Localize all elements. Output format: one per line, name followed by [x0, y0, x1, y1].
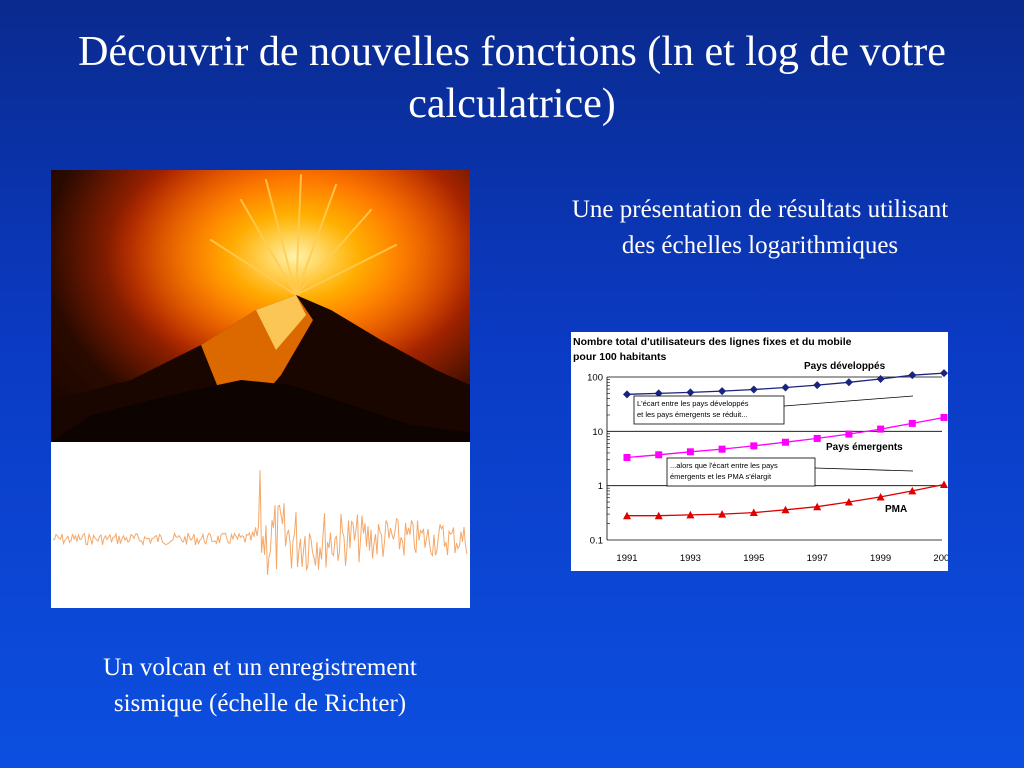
annotation-gap-widens-line1: ...alors que l'écart entre les pays	[670, 461, 778, 470]
volcano-caption: Un volcan et un enregistrement sismique …	[103, 654, 417, 717]
data-point	[940, 413, 948, 421]
log-chart: Nombre total d'utilisateurs des lignes f…	[571, 332, 948, 571]
series-label-developed: Pays développés	[804, 361, 886, 372]
x-tick-label: 1995	[743, 553, 764, 564]
data-point	[813, 502, 822, 511]
data-point	[845, 430, 853, 438]
chart-caption: Une présentation de résultats utilisant …	[571, 196, 949, 259]
data-point	[654, 511, 663, 520]
data-point	[654, 389, 663, 398]
annotation-gap-shrinks-pointer	[783, 395, 914, 407]
data-point	[623, 390, 631, 399]
x-tick-label: 1993	[680, 553, 701, 564]
data-point	[781, 383, 790, 392]
data-point	[940, 369, 948, 378]
data-point	[908, 371, 917, 380]
data-point	[844, 498, 853, 506]
annotation-gap-shrinks-box	[633, 395, 785, 425]
data-point	[749, 385, 758, 394]
x-tick-label: 1997	[807, 553, 828, 564]
annotation-gap-widens-box	[666, 457, 816, 487]
data-point	[750, 442, 758, 450]
data-point	[749, 508, 758, 517]
data-point	[686, 388, 695, 397]
data-point	[844, 378, 853, 387]
data-point	[908, 419, 916, 427]
data-point	[813, 434, 821, 442]
data-point	[655, 451, 663, 459]
x-tick-label: 1991	[616, 553, 637, 564]
data-point	[876, 374, 885, 383]
data-point	[908, 486, 917, 495]
data-point	[940, 480, 948, 489]
chart-title-line1: Nombre total d'utilisateurs des lignes f…	[573, 336, 852, 348]
series-label-emerging: Pays émergents	[826, 442, 903, 453]
data-point	[623, 453, 631, 461]
y-tick-label: 1	[598, 481, 603, 492]
data-point	[877, 425, 885, 433]
series-label-pma: PMA	[885, 504, 907, 515]
annotation-gap-widens-line2: émergents et les PMA s'élargit	[670, 472, 772, 481]
chart-title-line2: pour 100 habitants	[573, 351, 667, 363]
data-point	[781, 505, 790, 514]
data-point	[686, 448, 694, 456]
annotation-gap-shrinks-line2: et les pays émergents se réduit...	[637, 410, 747, 419]
data-point	[718, 387, 727, 396]
slide-title: Découvrir de nouvelles fonctions (ln et …	[78, 29, 946, 127]
data-point	[813, 381, 822, 390]
data-point	[782, 438, 789, 446]
annotation-gap-widens-pointer	[814, 467, 914, 472]
chart-svg: Nombre total d'utilisateurs des lignes f…	[573, 336, 948, 564]
x-tick-label: 2001	[933, 553, 948, 564]
seismogram	[51, 442, 470, 608]
volcano-illustration	[51, 170, 470, 442]
y-tick-label: 10	[592, 427, 603, 438]
volcano-photo	[51, 170, 470, 442]
data-point	[623, 511, 631, 520]
y-tick-label: 0.1	[590, 536, 603, 547]
y-tick-label: 100	[587, 373, 603, 384]
data-point	[718, 445, 726, 453]
seismic-wave	[52, 470, 468, 575]
seismic-trace	[52, 470, 468, 575]
x-tick-label: 1999	[870, 553, 891, 564]
data-point	[876, 492, 885, 501]
data-point	[686, 510, 695, 519]
annotation-gap-shrinks-line1: L'écart entre les pays développés	[637, 399, 749, 408]
data-point	[718, 510, 727, 518]
